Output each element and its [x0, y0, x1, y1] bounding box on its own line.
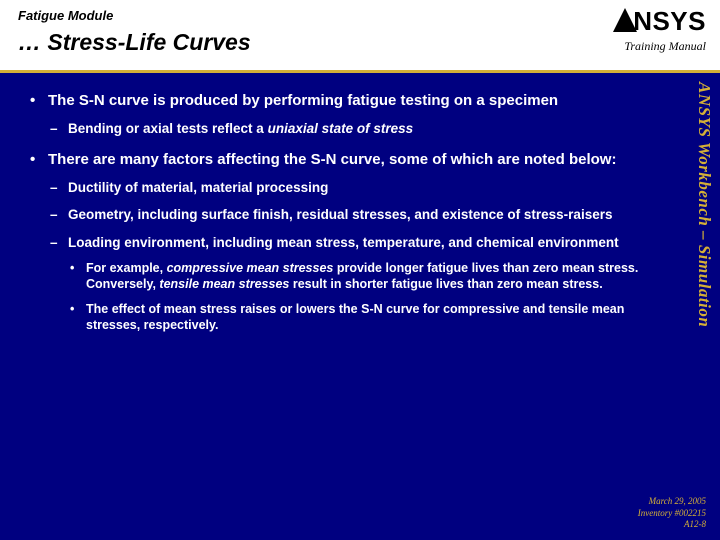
slide-header: Fatigue Module … Stress-Life Curves NSYS…: [0, 0, 720, 70]
footer-date: March 29, 2005: [638, 496, 706, 507]
training-manual-label: Training Manual: [613, 39, 706, 54]
bullet-level-1: There are many factors affecting the S-N…: [28, 150, 678, 334]
logo-block: NSYS Training Manual: [613, 6, 706, 54]
bullet-level-1: The S-N curve is produced by performing …: [28, 91, 678, 138]
ansys-logo: NSYS: [613, 6, 706, 37]
footer-page: A12-8: [638, 519, 706, 530]
slide-content: The S-N curve is produced by performing …: [0, 73, 720, 334]
slide-title: … Stress-Life Curves: [18, 29, 702, 56]
bullet-level-3: The effect of mean stress raises or lowe…: [68, 301, 678, 334]
bullet-sublist: Bending or axial tests reflect a uniaxia…: [48, 120, 678, 138]
bullet-level-2: Geometry, including surface finish, resi…: [48, 206, 678, 224]
footer-inventory: Inventory #002215: [638, 508, 706, 519]
bullet-level-2: Loading environment, including mean stre…: [48, 234, 678, 334]
bullet-level-2: Ductility of material, material processi…: [48, 179, 678, 197]
bullet-list: The S-N curve is produced by performing …: [28, 91, 678, 334]
side-label: ANSYS Workbench – Simulation: [694, 82, 714, 327]
bullet-sublist: Ductility of material, material processi…: [48, 179, 678, 334]
bullet-sublist: For example, compressive mean stresses p…: [68, 260, 678, 334]
module-label: Fatigue Module: [18, 8, 702, 23]
bullet-level-3: For example, compressive mean stresses p…: [68, 260, 678, 293]
bullet-level-2: Bending or axial tests reflect a uniaxia…: [48, 120, 678, 138]
logo-text: NSYS: [633, 6, 706, 36]
slide-footer: March 29, 2005 Inventory #002215 A12-8: [638, 496, 706, 530]
